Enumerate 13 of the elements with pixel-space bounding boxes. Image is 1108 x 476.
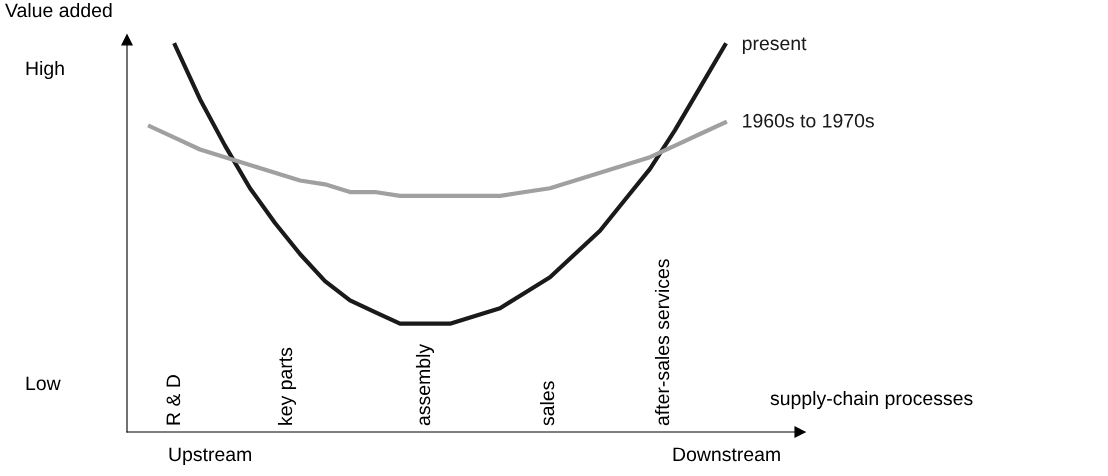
annotation: assembly (415, 343, 435, 426)
series-label: 1960s to 1970s (743, 113, 874, 128)
annotation: R & D (166, 375, 181, 425)
text: Upstream (169, 447, 251, 466)
x-axis-title: supply-chain processes (770, 390, 973, 410)
text: Low (26, 376, 61, 391)
text: High (26, 60, 64, 80)
series-label: present (742, 37, 807, 55)
text: Downstream (673, 447, 780, 462)
annotation: after-sales services (654, 259, 670, 426)
annotation: sales (539, 381, 555, 426)
annotation: key parts (277, 347, 297, 425)
y-axis-title: Value added (5, 2, 112, 18)
